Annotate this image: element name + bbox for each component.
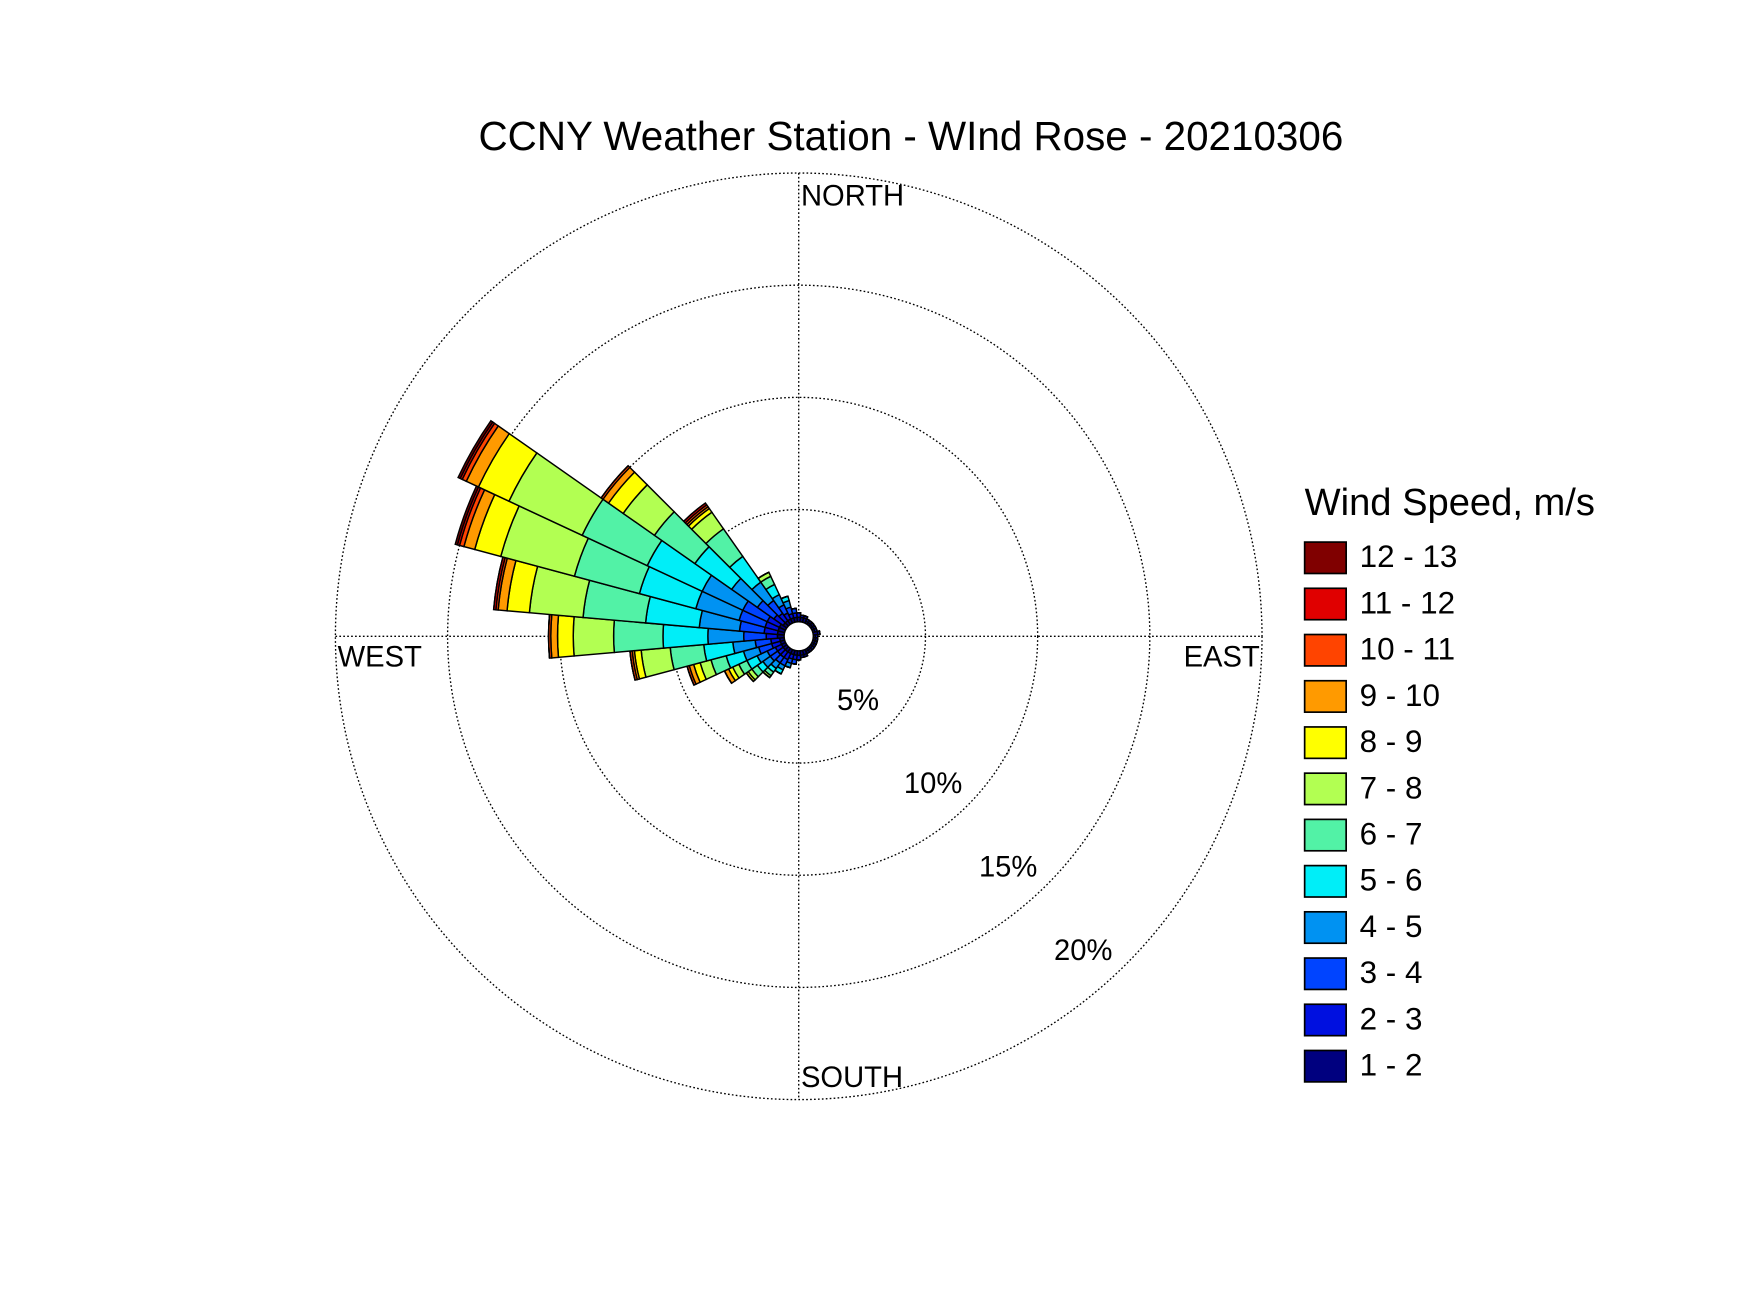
direction-label: EAST bbox=[1184, 641, 1260, 673]
legend-swatch bbox=[1303, 633, 1347, 667]
r-tick-label: 15% bbox=[979, 852, 1037, 884]
legend-title: Wind Speed, m/s bbox=[1305, 481, 1595, 524]
legend-label: 12 - 13 bbox=[1360, 539, 1458, 574]
wind-segment bbox=[457, 419, 494, 480]
wind-segment bbox=[640, 646, 676, 679]
r-tick-label: 5% bbox=[837, 685, 879, 717]
chart-title: CCNY Weather Station - WInd Rose - 20210… bbox=[479, 113, 1344, 159]
legend-label: 10 - 11 bbox=[1360, 632, 1455, 667]
direction-label: NORTH bbox=[801, 180, 904, 212]
legend-swatch bbox=[1303, 541, 1347, 575]
direction-label: WEST bbox=[338, 641, 422, 673]
legend-swatch bbox=[1303, 679, 1347, 713]
legend-label: 5 - 6 bbox=[1360, 863, 1423, 898]
legend-label: 6 - 7 bbox=[1360, 817, 1423, 852]
wind-segment bbox=[791, 662, 797, 665]
direction-label: SOUTH bbox=[801, 1062, 903, 1094]
legend-label: 7 - 8 bbox=[1360, 770, 1423, 805]
r-tick-label: 10% bbox=[904, 768, 962, 800]
legend-swatch bbox=[1303, 772, 1347, 806]
legend-label: 1 - 2 bbox=[1360, 1048, 1423, 1083]
legend-label: 2 - 3 bbox=[1360, 1001, 1423, 1036]
wind-segment bbox=[757, 571, 770, 580]
legend-label: 9 - 10 bbox=[1360, 678, 1440, 713]
r-tick-label: 20% bbox=[1054, 935, 1112, 967]
wind-segment bbox=[572, 615, 616, 657]
legend-swatch bbox=[1303, 726, 1347, 760]
legend-label: 8 - 9 bbox=[1360, 724, 1423, 759]
wind-segment bbox=[683, 502, 706, 522]
legend-swatch bbox=[1303, 587, 1347, 621]
legend-swatch bbox=[1303, 818, 1347, 852]
grid-ring bbox=[334, 172, 1263, 1101]
legend-label: 4 - 5 bbox=[1360, 909, 1423, 944]
wind-segment bbox=[556, 614, 575, 659]
legend-swatch bbox=[1303, 910, 1347, 945]
legend-swatch bbox=[1303, 957, 1347, 991]
legend-swatch bbox=[1303, 1003, 1347, 1037]
wind-segment bbox=[600, 465, 629, 499]
center-hole bbox=[783, 620, 815, 652]
legend-label: 11 - 12 bbox=[1360, 585, 1455, 620]
legend-label: 3 - 4 bbox=[1360, 955, 1423, 990]
grid-ring bbox=[446, 284, 1151, 989]
legend-swatch bbox=[1303, 864, 1347, 898]
wind-segment bbox=[612, 619, 665, 654]
wind-segment bbox=[791, 607, 797, 610]
wind-segment bbox=[818, 630, 821, 635]
legend-swatch bbox=[1303, 1049, 1347, 1083]
